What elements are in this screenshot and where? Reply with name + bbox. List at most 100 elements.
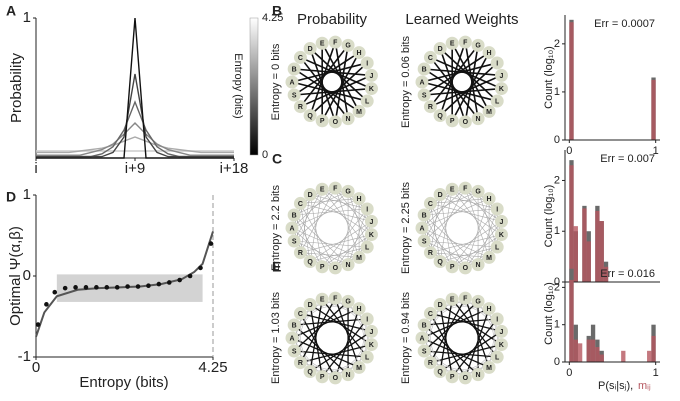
node-label: L: [365, 354, 370, 361]
node: [303, 254, 317, 268]
node-label: N: [476, 262, 481, 269]
edge: [423, 214, 479, 265]
point: [52, 289, 58, 295]
node: [287, 62, 301, 76]
panel-label: B: [272, 3, 282, 19]
node: [293, 100, 307, 114]
node: [328, 115, 342, 129]
node: [328, 261, 342, 275]
edge: [335, 187, 372, 235]
bar: [569, 22, 574, 140]
node: [417, 234, 431, 248]
y-tick-label: 0: [23, 267, 31, 284]
edge: [322, 356, 368, 378]
edge: [299, 313, 336, 379]
panel-label: C: [272, 151, 282, 167]
node-label: E: [450, 297, 455, 304]
edge: [430, 203, 466, 269]
panel-label: A: [6, 3, 16, 19]
node-label: D: [308, 46, 313, 53]
node-label: K: [499, 232, 504, 239]
entropy-label: Entropy = 2.25 bits: [400, 181, 412, 274]
edge: [424, 350, 466, 379]
edge: [421, 299, 453, 339]
node-label: P: [450, 118, 455, 125]
point: [83, 285, 89, 290]
node: [315, 370, 329, 384]
node-label: G: [475, 189, 481, 196]
node: [360, 350, 374, 364]
node: [360, 312, 374, 326]
edge: [430, 252, 490, 258]
node: [494, 324, 508, 338]
node-label: B: [292, 66, 297, 73]
edge: [477, 301, 502, 345]
node-label: N: [346, 372, 351, 379]
annotation: Err = 0.0007: [594, 18, 655, 30]
node: [328, 181, 342, 195]
bar: [586, 241, 591, 282]
x-axis-label: P(sᵢ|sⱼ),: [598, 380, 633, 392]
node: [360, 202, 374, 216]
node-label: A: [419, 79, 424, 86]
x-tick-label: 4.25: [198, 359, 227, 376]
y-axis-label: Probability: [8, 52, 25, 123]
edge: [439, 304, 453, 377]
node-label: K: [369, 86, 374, 93]
edge: [424, 297, 466, 326]
node: [482, 360, 496, 374]
node-label: S: [422, 238, 427, 245]
node: [471, 368, 485, 382]
edge: [347, 301, 372, 345]
node-label: M: [356, 365, 362, 372]
node-label: R: [298, 360, 303, 367]
node-label: F: [333, 185, 338, 192]
node-label: S: [292, 92, 297, 99]
bar: [647, 350, 652, 362]
edge: [322, 298, 368, 320]
node: [287, 88, 301, 102]
edge: [293, 324, 311, 372]
node-label: Q: [307, 113, 313, 120]
node: [433, 364, 447, 378]
node: [293, 246, 307, 260]
colorbar-label: Entropy (bits): [232, 53, 244, 118]
node-label: R: [428, 250, 433, 257]
edge: [439, 189, 453, 262]
node: [471, 112, 485, 126]
entropy-label: Entropy = 0 bits: [270, 43, 282, 120]
x-tick-label: 1: [653, 367, 659, 379]
edge: [439, 194, 453, 267]
node: [364, 228, 378, 242]
entropy-label: Entropy = 2.2 bits: [270, 185, 282, 271]
node-label: F: [333, 295, 338, 302]
node: [433, 42, 447, 56]
node: [352, 250, 366, 264]
node: [341, 368, 355, 382]
node: [364, 324, 378, 338]
point: [35, 322, 41, 327]
edge: [335, 221, 372, 269]
node: [287, 234, 301, 248]
edge: [452, 188, 502, 222]
edge: [293, 304, 311, 352]
node-label: G: [345, 189, 351, 196]
point: [73, 285, 78, 290]
node: [494, 68, 508, 82]
node-label: B: [422, 66, 427, 73]
node-label: H: [487, 50, 492, 57]
node-label: J: [500, 219, 504, 226]
node-label: D: [438, 46, 443, 53]
y-tick-label: 1: [23, 9, 31, 26]
node-label: I: [366, 206, 368, 213]
curve: [36, 17, 234, 159]
node-label: P: [450, 374, 455, 381]
edge: [293, 214, 349, 265]
point: [208, 241, 214, 246]
edge: [291, 337, 323, 377]
node: [285, 221, 299, 235]
edge: [293, 214, 323, 267]
point: [125, 284, 130, 289]
